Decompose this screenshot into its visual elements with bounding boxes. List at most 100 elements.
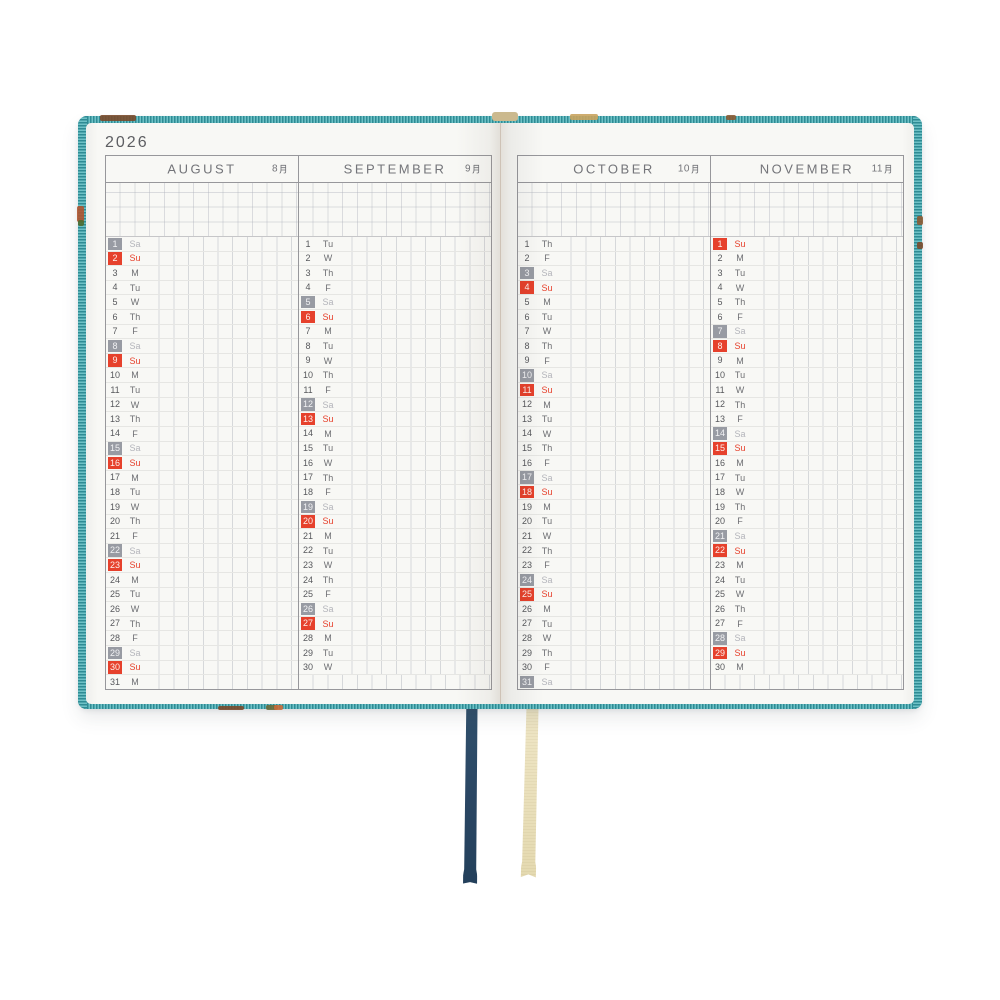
weekday-label: Sa [129, 238, 141, 249]
writing-space [750, 543, 903, 558]
date-number: 25 [302, 589, 313, 600]
cover-pattern-fleck [570, 114, 598, 120]
writing-space [750, 587, 903, 602]
date-number: 7 [524, 326, 530, 337]
date-number: 5 [717, 296, 723, 307]
writing-space [557, 353, 710, 368]
date-number: 15 [521, 443, 532, 454]
writing-space [557, 295, 710, 310]
weekday-label: Tu [734, 574, 746, 585]
date-number: 26 [521, 603, 532, 614]
day-row: 1 Tu [299, 237, 491, 252]
weekday-label: Su [129, 457, 141, 468]
weekday-label: Sa [541, 472, 553, 483]
cover-pattern-fleck [77, 206, 84, 222]
weekday-label: W [735, 282, 745, 293]
day-row: 28 W [518, 631, 710, 647]
writing-space [338, 266, 491, 280]
writing-space [145, 558, 298, 573]
day-row: 3 Tu [711, 266, 903, 281]
date-number: 13 [714, 413, 725, 424]
notes-grid-band [299, 183, 491, 237]
writing-space [338, 310, 491, 324]
weekday-label: Sa [541, 574, 553, 585]
date-number: 6 [524, 311, 530, 322]
month-name: AUGUST [167, 161, 237, 177]
day-row: 20 Tu [518, 514, 710, 530]
day-row: 12 M [518, 397, 710, 413]
date-number: 15 [108, 442, 122, 455]
day-row: 25 W [711, 587, 903, 603]
weekday-label: Tu [322, 238, 334, 249]
date-number: 20 [109, 516, 120, 527]
writing-space [750, 426, 903, 441]
writing-space [338, 368, 491, 383]
writing-space [145, 310, 298, 324]
weekday-label: F [544, 253, 550, 264]
weekday-label: Su [129, 560, 141, 571]
date-number: 4 [112, 282, 118, 293]
weekday-label: Su [541, 589, 553, 600]
month-column-august: AUGUST 8 1 Sa 2 Su 3 M 4 Tu 5 W 6 Th 7 F 8 Sa 9 Su 10 M 11 Tu… [106, 156, 299, 689]
writing-space [338, 529, 491, 543]
date-number: 31 [109, 676, 120, 687]
weekday-label: Tu [322, 647, 334, 658]
date-number: 30 [714, 662, 725, 673]
date-number: 12 [301, 398, 315, 411]
writing-space [750, 631, 903, 646]
weekday-label: F [132, 530, 138, 541]
weekday-label: Th [541, 647, 553, 658]
day-row: 16 F [518, 456, 710, 471]
weekday-label: M [324, 633, 332, 644]
weekday-label: F [132, 326, 138, 337]
date-number: 18 [520, 485, 534, 499]
weekday-label: M [131, 370, 139, 381]
date-number: 18 [109, 486, 120, 497]
date-number: 5 [524, 296, 530, 307]
writing-space [145, 587, 298, 602]
weekday-label: Su [541, 384, 553, 395]
day-row: 21 W [518, 529, 710, 544]
date-number: 6 [717, 311, 723, 322]
day-row: 13 Tu [518, 412, 710, 427]
date-number: 1 [713, 237, 727, 251]
date-number: 19 [521, 501, 532, 512]
weekday-label: M [324, 326, 332, 337]
day-row: 23 F [518, 558, 710, 574]
day-row: 12 Th [711, 397, 903, 413]
day-row: 4 Tu [106, 280, 298, 296]
writing-space [750, 441, 903, 456]
day-row: 23 W [299, 558, 491, 574]
writing-space [557, 543, 710, 558]
day-row: 31 Sa [518, 675, 710, 689]
day-row: 27 Th [106, 616, 298, 632]
date-number: 21 [109, 530, 120, 541]
weekday-label: W [735, 384, 745, 395]
date-number: 28 [713, 632, 727, 645]
weekday-label: Th [322, 574, 334, 585]
writing-space [750, 558, 903, 573]
writing-space [750, 368, 903, 383]
day-row: 27 Su [299, 616, 491, 632]
weekday-label: Tu [322, 443, 334, 454]
date-number: 28 [521, 633, 532, 643]
weekday-label: Sa [129, 545, 141, 556]
writing-space [338, 573, 491, 587]
month-column-september: SEPTEMBER 9 1 Tu 2 W 3 Th 4 F 5 Sa 6 Su 7 M 8 Tu 9 W 10 Th 1… [299, 156, 491, 689]
month-header: SEPTEMBER 9 [299, 156, 491, 183]
cover-pattern-fleck [78, 220, 84, 226]
day-row: 29 Th [518, 646, 710, 661]
weekday-label: Sa [322, 604, 334, 615]
weekday-label: Tu [541, 516, 553, 527]
gutter-crease [500, 123, 501, 704]
date-number: 19 [301, 500, 315, 514]
date-number: 15 [302, 443, 313, 454]
writing-space [338, 660, 491, 675]
weekday-label: Th [541, 545, 553, 556]
notes-grid-band [106, 183, 298, 237]
day-row: 5 Sa [299, 295, 491, 311]
